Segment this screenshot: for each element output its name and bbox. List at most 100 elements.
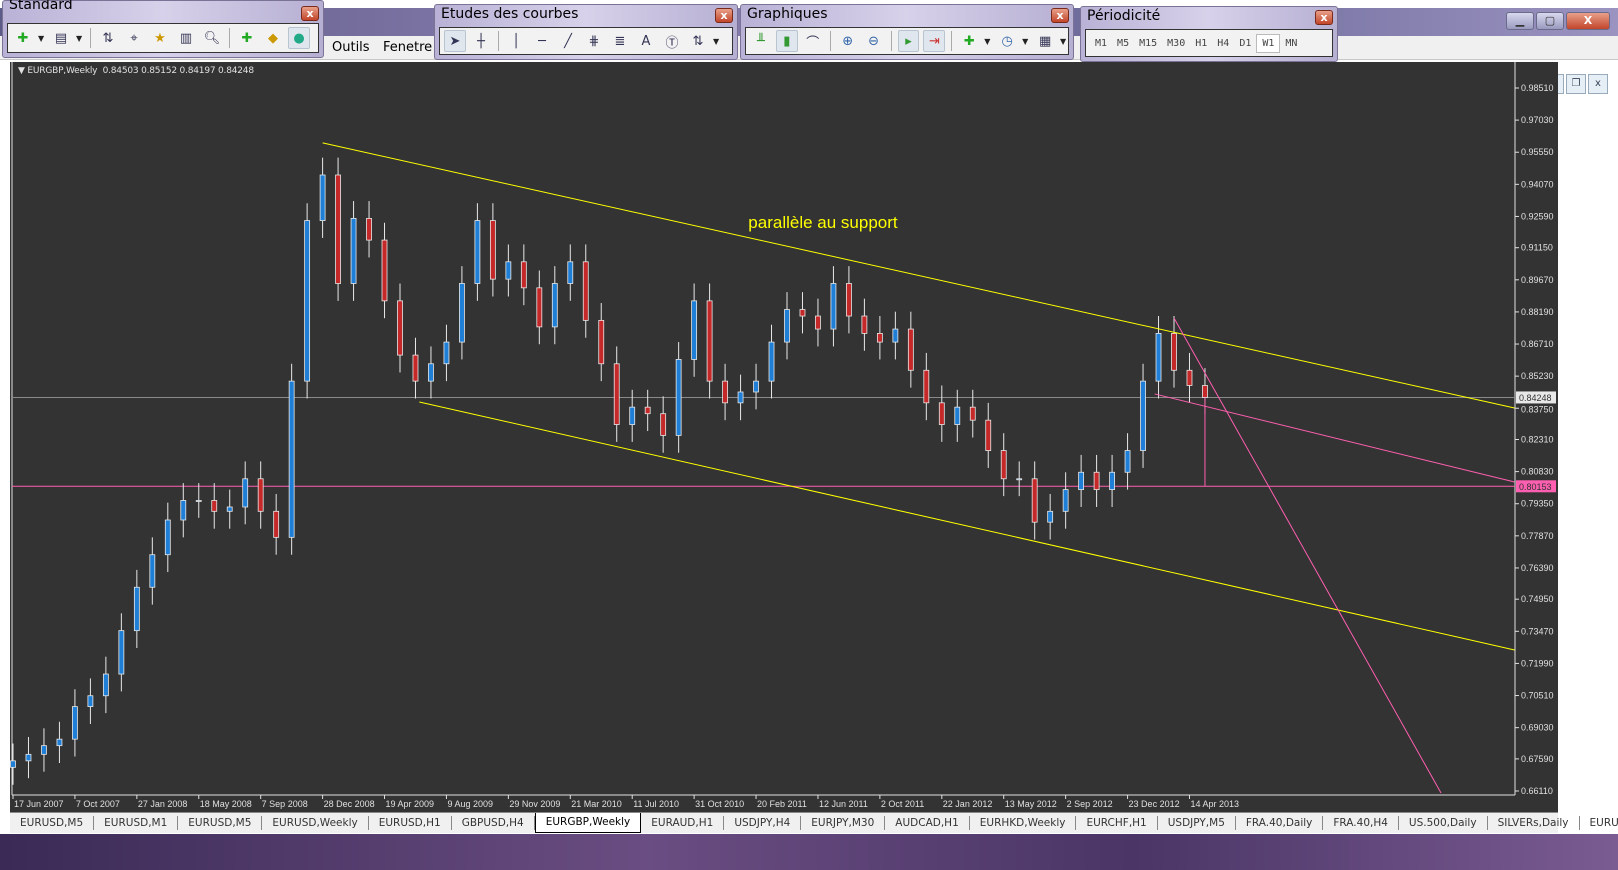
chart-tab[interactable]: EURUSD,M5 [10, 816, 95, 830]
chart-tab[interactable]: GBPUSD,H4 [452, 816, 535, 830]
period-w1[interactable]: W1 [1256, 33, 1281, 53]
close-toolbar-icon[interactable]: x [301, 6, 319, 21]
period-m30[interactable]: M30 [1167, 37, 1186, 49]
mdi-close-icon[interactable]: x [1588, 74, 1608, 94]
dropdown-arrow-icon[interactable]: ▼ [38, 33, 45, 43]
indicators-icon[interactable]: ✚ [963, 33, 975, 49]
fibonacci-fan-icon[interactable]: ≣ [614, 33, 626, 49]
new-order-icon[interactable]: ✚ [241, 30, 253, 46]
toolbar-title: Etudes des courbes [441, 6, 579, 22]
chart-tab[interactable]: AUDCAD,H1 [885, 816, 970, 830]
period-mn[interactable]: MN [1285, 37, 1298, 49]
chart-tab[interactable]: SILVERs,Daily [1488, 816, 1580, 830]
chart-tab[interactable]: EURCHF,H1 [1076, 816, 1158, 830]
minimize-icon[interactable]: ▁ [1506, 12, 1534, 30]
close-toolbar-icon[interactable]: x [1315, 10, 1333, 25]
navigator-icon[interactable]: ▥ [179, 30, 193, 46]
price-chart[interactable]: 0.98510 0.97030 0.95550 0.94070 0.92590 0.911… [10, 62, 1558, 812]
dropdown-arrow-icon[interactable]: ▼ [1060, 36, 1067, 46]
separator [90, 28, 91, 48]
steep-trendline [1173, 317, 1442, 794]
chart-tab[interactable]: EURUSD,Weekly [262, 816, 369, 830]
taskbar [0, 834, 1618, 870]
bar-chart-icon[interactable]: ╨ [757, 33, 765, 49]
menu-fenetre[interactable]: Fenetre [383, 40, 433, 55]
autotrading-icon[interactable]: ● [288, 27, 310, 49]
dropdown-arrow-icon[interactable]: ▼ [713, 36, 720, 46]
chart-tab[interactable]: FRA.40,H4 [1323, 816, 1399, 830]
menu-outils[interactable]: Outils [332, 40, 370, 55]
level-price-label-bg [1516, 480, 1556, 493]
chart-tab[interactable]: EURUSD,H1 [369, 816, 452, 830]
bearish-candle [938, 402, 945, 425]
bullish-candle [242, 478, 249, 508]
bearish-candle [273, 510, 280, 538]
chart-tab[interactable]: EURUSD,M5 [178, 816, 263, 830]
templates-icon[interactable]: ▦ [1038, 33, 1052, 49]
crosshair-icon[interactable]: ┼ [477, 33, 485, 49]
chart-tab[interactable]: EURJPY,M30 [801, 816, 886, 830]
profiles-icon[interactable]: ▤ [54, 30, 68, 46]
chart-tab[interactable]: USDJPY,H4 [724, 816, 802, 830]
support-line [1154, 393, 1515, 483]
vertical-line-icon[interactable]: │ [512, 33, 520, 49]
period-h1[interactable]: H1 [1195, 37, 1208, 49]
alert-icon[interactable]: ◆ [268, 30, 278, 46]
text-label-icon[interactable]: Ⓣ [665, 35, 679, 51]
market-watch-icon[interactable]: ⇅ [102, 30, 114, 46]
maximize-icon[interactable]: ▢ [1536, 12, 1564, 30]
period-m15[interactable]: M15 [1139, 37, 1158, 49]
dropdown-arrow-icon[interactable]: ▼ [76, 33, 83, 43]
autoscroll-icon[interactable]: ▸ [897, 30, 920, 52]
dropdown-arrow-icon[interactable]: ▼ [984, 36, 991, 46]
cursor-icon[interactable]: ➤ [444, 30, 466, 52]
y-tick-label: 0.95550 [1521, 147, 1554, 157]
bullish-candle [629, 406, 636, 425]
zoom-in-icon[interactable]: ⊕ [842, 33, 854, 49]
chart-tab[interactable]: EURUSD [1580, 816, 1618, 830]
chart-tab[interactable]: US.500,Daily [1399, 816, 1488, 830]
mdi-restore-icon[interactable]: ❐ [1566, 74, 1586, 94]
period-h4[interactable]: H4 [1217, 37, 1230, 49]
chart-window[interactable]: 0.98510 0.97030 0.95550 0.94070 0.92590 0.911… [10, 62, 1558, 812]
bearish-candle [1000, 450, 1007, 480]
chart-tab[interactable]: EURGBP,Weekly [534, 813, 642, 833]
y-tick-label: 0.67590 [1521, 754, 1554, 764]
horizontal-line-icon[interactable]: ─ [538, 33, 546, 49]
chart-tab[interactable]: EURUSD,M1 [94, 816, 179, 830]
arrows-icon[interactable]: ⇅ [692, 33, 704, 49]
chart-tab[interactable]: USDJPY,M5 [1158, 816, 1236, 830]
y-tick-label: 0.94070 [1521, 179, 1554, 189]
lower-channel-line [419, 401, 1515, 651]
period-d1[interactable]: D1 [1239, 37, 1252, 49]
trendline-icon[interactable]: ╱ [564, 33, 572, 49]
bullish-candle [1124, 450, 1131, 473]
periods-icon[interactable]: ◷ [1001, 33, 1013, 49]
new-chart-icon[interactable]: ✚ [17, 30, 29, 46]
favorites-icon[interactable]: ★ [154, 30, 166, 46]
chart-tab[interactable]: FRA.40,Daily [1236, 816, 1324, 830]
candlestick-icon[interactable]: ▮ [775, 30, 798, 52]
bearish-candle [1186, 369, 1193, 386]
bullish-candle [1155, 332, 1162, 382]
zoom-out-icon[interactable]: ⊖ [868, 33, 880, 49]
chart-tab[interactable]: EURHKD,Weekly [970, 816, 1077, 830]
close-toolbar-icon[interactable]: x [715, 8, 733, 23]
period-m1[interactable]: M1 [1095, 37, 1108, 49]
bullish-candle [753, 380, 759, 393]
crosshair-icon[interactable]: ⌖ [130, 30, 138, 46]
close-toolbar-icon[interactable]: x [1051, 8, 1069, 23]
fibonacci-icon[interactable]: ⋕ [588, 33, 600, 49]
y-tick-label: 0.89670 [1521, 275, 1554, 285]
chart-shift-icon[interactable]: ⇥ [923, 30, 946, 52]
chart-tab[interactable]: EURAUD,H1 [641, 816, 725, 830]
annotation-text: parallèle au support [748, 213, 898, 232]
close-icon[interactable]: X [1566, 12, 1610, 30]
line-chart-icon[interactable]: ⌒ [806, 35, 820, 51]
x-tick-label: 31 Oct 2010 [695, 799, 744, 809]
text-icon[interactable]: A [641, 33, 651, 49]
collapse-arrow-icon[interactable]: ▼ [18, 66, 25, 76]
strategy-tester-icon[interactable]: 🔍︎ [203, 30, 221, 46]
period-m5[interactable]: M5 [1117, 37, 1130, 49]
dropdown-arrow-icon[interactable]: ▼ [1022, 36, 1029, 46]
